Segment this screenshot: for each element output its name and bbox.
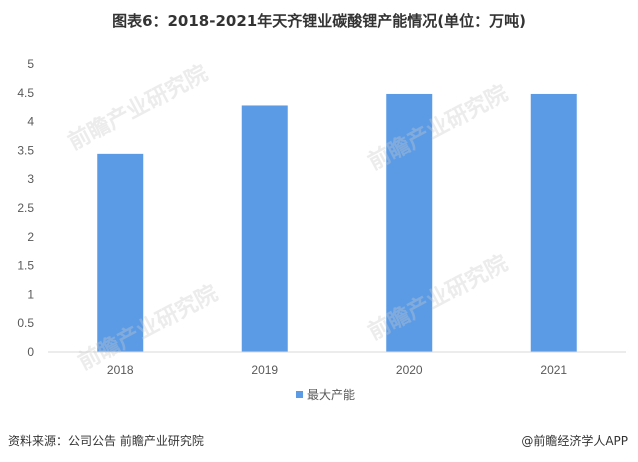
- source-note: 资料来源：公司公告 前瞻产业研究院: [8, 434, 204, 448]
- bar: [386, 93, 433, 353]
- bar: [97, 153, 144, 352]
- y-tick-label: 2.5: [17, 201, 34, 215]
- legend-swatch: [296, 391, 303, 398]
- y-tick-label: 4: [27, 115, 34, 129]
- x-tick-label: 2021: [540, 363, 567, 377]
- bar: [530, 93, 577, 353]
- chart-title: 图表6：2018-2021年天齐锂业碳酸锂产能情况(单位：万吨): [112, 12, 526, 30]
- x-tick-label: 2018: [107, 363, 134, 377]
- y-tick-label: 2: [27, 230, 34, 244]
- y-tick-label: 1.5: [17, 259, 34, 273]
- y-tick-label: 0: [27, 345, 34, 359]
- legend-label: 最大产能: [307, 388, 355, 402]
- bar: [241, 105, 288, 352]
- credit-note: @前瞻经济学人APP: [521, 434, 628, 448]
- x-tick-label: 2019: [251, 363, 278, 377]
- y-tick-label: 1: [27, 287, 34, 301]
- y-tick-label: 4.5: [17, 86, 34, 100]
- y-tick-label: 5: [27, 57, 34, 71]
- y-tick-label: 3.5: [17, 143, 34, 157]
- x-tick-label: 2020: [396, 363, 423, 377]
- y-tick-label: 0.5: [17, 316, 34, 330]
- y-tick-label: 3: [27, 172, 34, 186]
